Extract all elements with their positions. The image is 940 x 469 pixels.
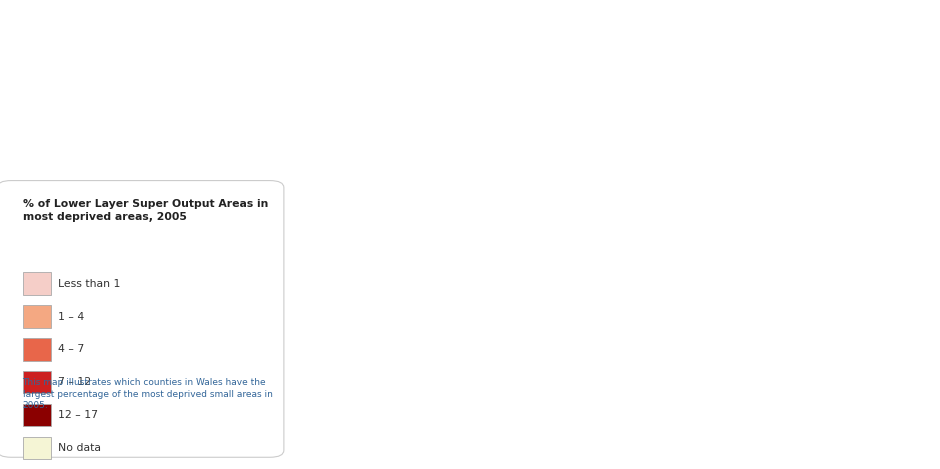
Text: 1 – 4: 1 – 4 [58,311,85,322]
Text: % of Lower Layer Super Output Areas in
most deprived areas, 2005: % of Lower Layer Super Output Areas in m… [23,199,268,222]
Text: 4 – 7: 4 – 7 [58,344,85,355]
Text: No data: No data [58,443,102,453]
FancyBboxPatch shape [23,305,51,328]
FancyBboxPatch shape [23,437,51,459]
FancyBboxPatch shape [23,272,51,295]
Text: This map illustrates which counties in Wales have the
largest percentage of the : This map illustrates which counties in W… [23,378,273,410]
FancyBboxPatch shape [23,371,51,393]
Text: 12 – 17: 12 – 17 [58,410,99,420]
FancyBboxPatch shape [23,338,51,361]
Text: 7 – 12: 7 – 12 [58,377,91,387]
FancyBboxPatch shape [0,181,284,457]
FancyBboxPatch shape [23,404,51,426]
Text: Less than 1: Less than 1 [58,279,120,289]
